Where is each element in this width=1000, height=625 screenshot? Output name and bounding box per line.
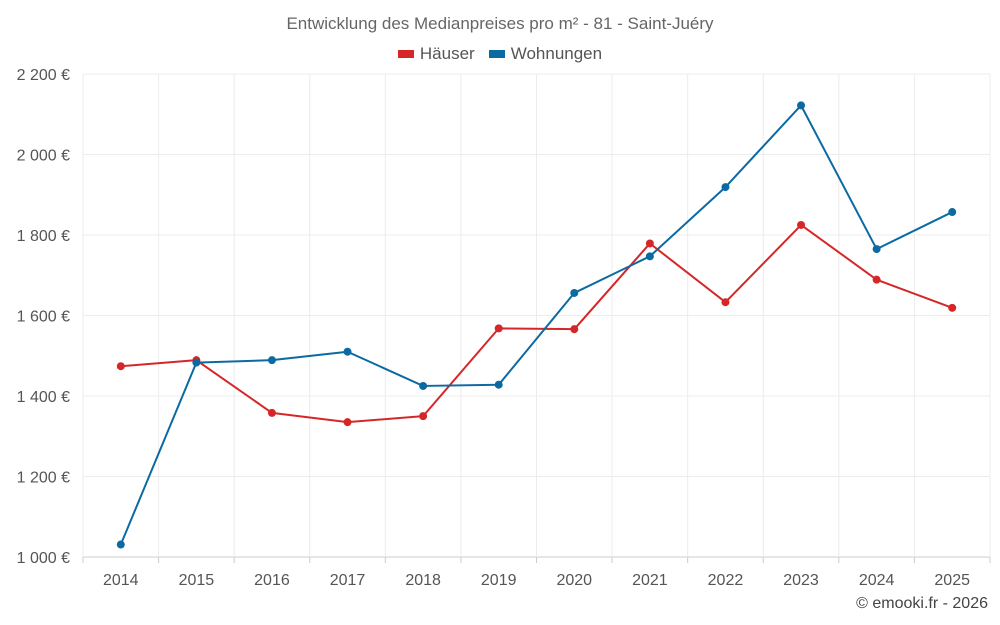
data-point-wohnungen[interactable] [419, 381, 428, 390]
legend-swatch-wohnungen [488, 50, 505, 58]
legend-swatch-haeuser [397, 50, 414, 58]
data-point-haeuser[interactable] [948, 303, 957, 312]
y-tick-label: 1 200 € [17, 470, 70, 487]
data-point-haeuser[interactable] [570, 325, 579, 334]
x-tick-label: 2020 [556, 572, 592, 589]
y-tick-label: 2 000 € [17, 148, 70, 165]
data-point-wohnungen[interactable] [343, 347, 352, 356]
data-point-wohnungen[interactable] [721, 183, 730, 192]
data-point-haeuser[interactable] [116, 362, 125, 371]
data-point-haeuser[interactable] [797, 220, 806, 229]
legend-label-haeuser: Häuser [419, 44, 475, 63]
data-point-haeuser[interactable] [645, 239, 654, 248]
data-point-wohnungen[interactable] [116, 540, 125, 549]
data-point-haeuser[interactable] [419, 412, 428, 421]
legend-item-haeuser[interactable]: Häuser [397, 44, 475, 64]
data-point-wohnungen[interactable] [192, 358, 201, 367]
y-tick-label: 1 600 € [17, 309, 70, 326]
data-point-wohnungen[interactable] [645, 252, 654, 261]
x-tick-label: 2017 [330, 572, 366, 589]
data-point-wohnungen[interactable] [267, 356, 276, 365]
y-tick-label: 1 400 € [17, 389, 70, 406]
data-point-wohnungen[interactable] [570, 288, 579, 297]
x-tick-label: 2023 [783, 572, 819, 589]
copyright-notice: © emooki.fr - 2026 [856, 595, 988, 612]
x-tick-label: 2025 [934, 572, 970, 589]
data-point-haeuser[interactable] [343, 418, 352, 427]
data-point-haeuser[interactable] [494, 324, 503, 333]
x-tick-label: 2014 [103, 572, 139, 589]
series-line-wohnungen [119, 104, 953, 545]
data-point-wohnungen[interactable] [797, 101, 806, 110]
data-point-wohnungen[interactable] [494, 380, 503, 389]
x-tick-label: 2022 [708, 572, 744, 589]
y-tick-label: 1 800 € [17, 228, 70, 245]
x-tick-label: 2016 [254, 572, 290, 589]
data-point-haeuser[interactable] [872, 275, 881, 284]
x-tick-label: 2021 [632, 572, 668, 589]
series-line-haeuser [120, 223, 953, 424]
x-tick-label: 2019 [481, 572, 517, 589]
x-tick-label: 2018 [405, 572, 441, 589]
x-tick-label: 2024 [859, 572, 895, 589]
data-point-haeuser[interactable] [721, 298, 730, 307]
data-point-wohnungen[interactable] [948, 208, 957, 217]
legend: Häuser Wohnungen [0, 44, 1000, 64]
legend-label-wohnungen: Wohnungen [510, 44, 603, 63]
chart-title: Entwicklung des Medianpreises pro m² - 8… [286, 14, 714, 33]
legend-item-wohnungen[interactable]: Wohnungen [488, 44, 603, 64]
data-point-haeuser[interactable] [267, 408, 276, 417]
y-tick-label: 2 200 € [17, 67, 70, 84]
data-point-wohnungen[interactable] [872, 245, 881, 254]
x-tick-label: 2015 [179, 572, 215, 589]
y-tick-label: 1 000 € [17, 550, 70, 567]
